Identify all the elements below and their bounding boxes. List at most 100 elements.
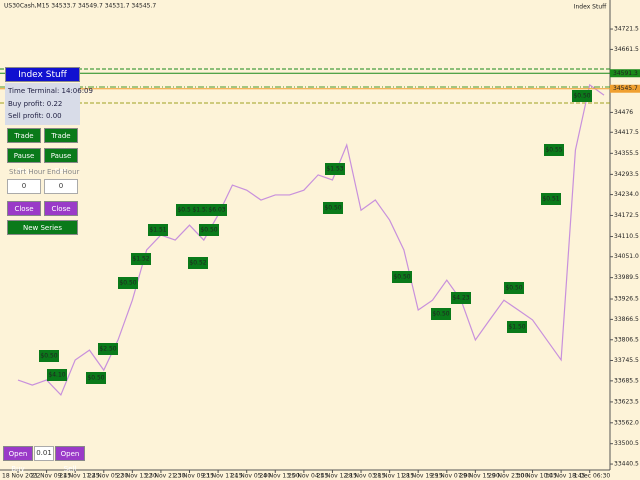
y-tick-label: 33866.5 (614, 316, 639, 323)
lot-input[interactable]: 0.01 (34, 446, 54, 461)
start-hour-label: Start Hour (9, 168, 46, 176)
trade-sell-button[interactable]: Trade Sell (44, 128, 78, 155)
end-hour-label: End Hour (47, 168, 80, 176)
trade-label: $1.52 (132, 256, 149, 263)
pause-sell-button[interactable]: Pause Sell (44, 148, 78, 175)
x-tick-label: 25 Nov 04:45 (288, 473, 329, 480)
trade-label: $1.51 (149, 227, 166, 234)
indicator-name: Index Stuff (574, 4, 607, 11)
x-tick-label: 23 Nov 17:15 (202, 473, 243, 480)
trade-label-box (47, 369, 67, 381)
open-buy-button[interactable]: Open Buy (3, 446, 33, 473)
plot-area (0, 0, 610, 470)
x-tick-label: 24 Nov 13:00 (259, 473, 300, 480)
x-tick-label: 29 Nov 15:00 (459, 473, 500, 480)
trade-label: $0.51 (542, 196, 559, 203)
trade-label: $1.53 (192, 207, 209, 214)
price-level-tag (610, 69, 640, 78)
panel-info (5, 83, 80, 125)
pause-buy-button[interactable]: Pause Buy (7, 148, 41, 175)
close-sell-button[interactable]: Close Sell (44, 201, 78, 228)
close-buy-button[interactable]: Close Buy (7, 201, 41, 228)
trade-label: $2.50 (99, 346, 116, 353)
y-tick-label: 33440.5 (614, 461, 639, 468)
y-tick-label: 33623.5 (614, 398, 639, 405)
trade-label-box (504, 282, 524, 294)
y-tick-label: 33806.5 (614, 336, 639, 343)
trade-label: $0.50 (432, 311, 449, 318)
y-tick-label: 33500.5 (614, 440, 639, 447)
open-sell-button[interactable]: Open Sell (55, 446, 85, 473)
trade-label: $0.50 (87, 375, 104, 382)
x-tick-label: 21 Nov 17:45 (59, 473, 100, 480)
y-tick-label: 34721.5 (614, 26, 639, 33)
y-tick-label: 33989.5 (614, 274, 639, 281)
trade-label: $4.23 (452, 295, 469, 302)
y-tick-label: 33926.5 (614, 296, 639, 303)
y-tick-label: 34355.5 (614, 150, 639, 157)
x-tick-label: 25 Nov 12:15 (316, 473, 357, 480)
trade-label-box (98, 343, 118, 355)
trade-label-box (39, 350, 59, 362)
trade-label: $6.03 (208, 207, 225, 214)
trade-label: $4.10 (48, 372, 65, 379)
trade-label-box (131, 253, 151, 265)
y-tick-label: 34051.0 (614, 253, 639, 260)
trade-label-box (431, 308, 451, 320)
end-hour-input[interactable]: 0 (44, 179, 78, 194)
y-tick-label: 34110.5 (614, 233, 639, 240)
trade-label-box (507, 321, 527, 333)
panel-title: Index Stuff (5, 67, 80, 82)
x-tick-label: 22 Nov 05:30 (88, 473, 129, 480)
x-tick-label: 28 Nov 19:15 (402, 473, 443, 480)
time-terminal: Time Terminal: 14:06:09 (8, 87, 93, 95)
trade-label-box (323, 202, 343, 214)
x-tick-label: 21 Nov 09:45 (31, 473, 72, 480)
trade-label-box (188, 257, 208, 269)
trade-label-box (191, 204, 211, 216)
y-tick-label: 34293.5 (614, 171, 639, 178)
y-tick-label: 33745.5 (614, 357, 639, 364)
x-tick-label: 28 Nov 03:15 (345, 473, 386, 480)
x-tick-label: 29 Nov 07:00 (431, 473, 472, 480)
symbol-info: US30Cash,M15 34533.7 34549.7 34531.7 345… (4, 3, 156, 10)
trade-label-box (207, 204, 227, 216)
y-tick-label: 34172.5 (614, 212, 639, 219)
y-tick-label: 34476 (614, 109, 633, 116)
trade-label: $0.50 (200, 227, 217, 234)
y-tick-label: 34661.5 (614, 46, 639, 53)
trade-label: $0.50 (505, 285, 522, 292)
new-series-button[interactable]: New Series (7, 220, 78, 235)
trade-label-box (325, 163, 345, 175)
trade-label: $1.50 (508, 324, 525, 331)
trade-label: $0.50 (119, 280, 136, 287)
trade-label-box (199, 224, 219, 236)
y-tick-label: 34234.0 (614, 191, 639, 198)
sell-profit: Sell profit: 0.00 (8, 112, 62, 120)
trade-label-box (86, 372, 106, 384)
trade-label: $0.52 (189, 260, 206, 267)
x-tick-label: 22 Nov 13:30 (116, 473, 157, 480)
price-level-tag (610, 84, 640, 93)
start-hour-input[interactable]: 0 (7, 179, 41, 194)
trade-label: $0.50 (324, 205, 341, 212)
trade-label: $0.55 (545, 147, 562, 154)
x-tick-label: 28 Nov 11:15 (374, 473, 415, 480)
price-level-label: 34591.3 (613, 70, 638, 77)
trade-label-box (541, 193, 561, 205)
price-level-label: 34545.7 (613, 85, 638, 92)
trade-label-box (451, 292, 471, 304)
x-tick-label: 30 Nov 18:45 (545, 473, 586, 480)
trade-label-box (392, 271, 412, 283)
trade-label-box (544, 144, 564, 156)
trade-label-box (118, 277, 138, 289)
trade-label: $1.53 (326, 166, 343, 173)
x-tick-label: 23 Nov 09:15 (174, 473, 215, 480)
trade-buy-button[interactable]: Trade Buy (7, 128, 41, 155)
x-tick-label: 22 Nov 21:30 (145, 473, 186, 480)
trade-label: $0.51 (177, 207, 194, 214)
trade-label-box (572, 90, 592, 102)
x-tick-label: 1 Dec 06:30 (574, 473, 611, 480)
